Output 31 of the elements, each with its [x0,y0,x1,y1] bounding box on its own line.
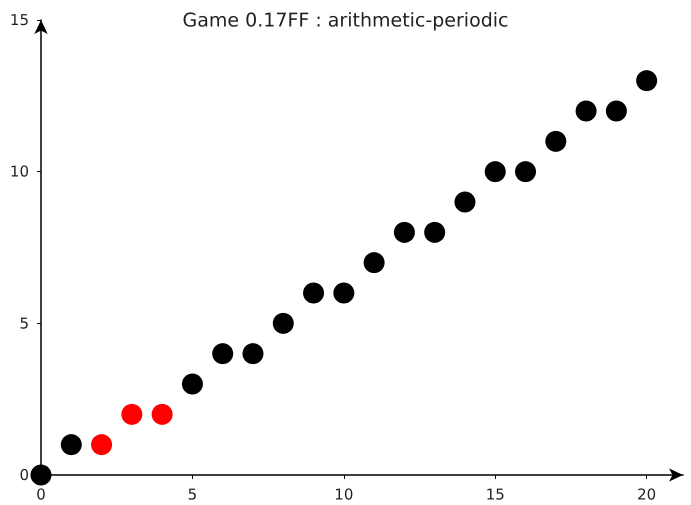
point [454,192,476,212]
point [333,282,354,304]
point [394,222,415,243]
x-tick-label: 20 [637,486,656,504]
point [515,161,536,182]
y-tick-label: 15 [10,11,29,29]
x-tick-label: 10 [334,486,354,504]
point [30,464,52,486]
point [545,130,566,152]
point [182,374,203,394]
point [576,100,597,122]
point [636,70,658,92]
point [212,343,234,364]
point [484,161,506,182]
point [152,404,173,425]
point [121,404,142,425]
x-tick-label: 5 [188,486,198,504]
point [303,282,324,304]
point [606,100,627,122]
point [60,434,82,456]
point [91,434,112,456]
point [272,312,294,334]
x-tick-label: 15 [486,486,505,504]
y-tick-label: 10 [10,162,29,181]
x-tick-label: 0 [36,486,46,504]
point [364,252,385,274]
y-tick-label: 0 [19,466,29,484]
y-tick-label: 5 [19,314,29,332]
chart-title: Game 0.17FF : arithmetic-periodic [182,10,508,32]
point [424,222,446,243]
point [242,343,264,364]
